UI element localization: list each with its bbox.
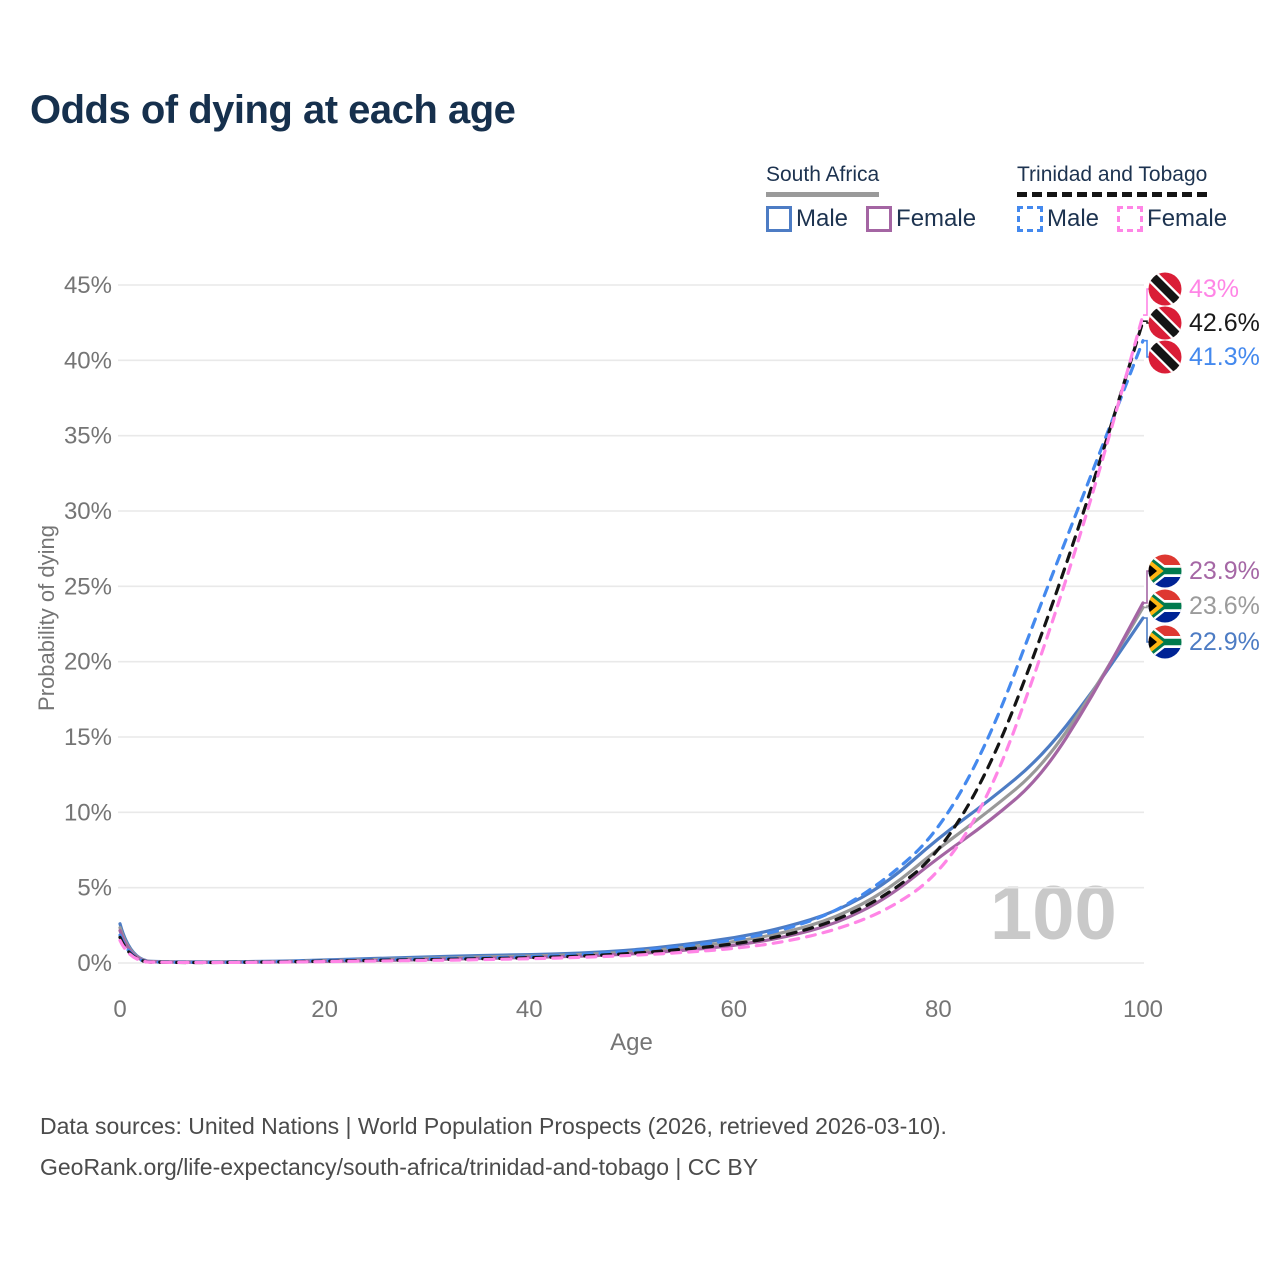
x-tick-label-0: 0 (113, 996, 126, 1023)
y-tick-label-0: 0% (77, 950, 112, 977)
end-label-text: 41.3% (1189, 342, 1260, 371)
legend-row-south-africa: Male Female (766, 205, 976, 233)
y-tick-label-5: 5% (77, 875, 112, 902)
end-label-south-africa-239: 23.9% (1148, 554, 1260, 588)
data-sources-text: Data sources: United Nations | World Pop… (40, 1113, 947, 1139)
end-label-text: 42.6% (1189, 308, 1260, 337)
hover-age-watermark: 100 (990, 871, 1117, 956)
y-tick-label-40: 40% (64, 347, 112, 374)
x-tick-label-20: 20 (311, 996, 338, 1023)
x-tick-label-60: 60 (720, 996, 747, 1023)
series-line-trinidad-and-tobago-overall[interactable] (118, 319, 1145, 965)
x-axis-title: Age (610, 1029, 653, 1056)
south-africa-flag-icon (1148, 554, 1182, 588)
y-tick-label-30: 30% (64, 498, 112, 525)
x-tick-label-80: 80 (925, 996, 952, 1023)
series-line-trinidad-and-tobago-female[interactable] (118, 313, 1145, 965)
legend-title-south-africa: South Africa (766, 163, 880, 197)
end-label-text: 43% (1189, 274, 1240, 303)
south-africa-flag-icon (1148, 625, 1182, 659)
legend-swatch-sa-female[interactable] (866, 206, 893, 232)
trinidad-and-tobago-flag-icon (1148, 340, 1182, 374)
end-label-text: 23.6% (1189, 591, 1260, 620)
y-tick-label-15: 15% (64, 724, 112, 751)
legend-group-south-africa: South Africa Male Female (766, 163, 976, 233)
legend-swatch-sa-male[interactable] (766, 206, 792, 232)
legend-label-tt-male: Male (1047, 205, 1100, 232)
series-line-south-africa-female[interactable] (118, 601, 1145, 964)
end-label-trinidad-and-tobago-413: 41.3% (1148, 340, 1260, 374)
legend-swatch-tt-female[interactable] (1117, 206, 1144, 232)
end-label-text: 22.9% (1189, 627, 1260, 656)
legend-label-sa-female: Female (896, 205, 977, 232)
footer: Data sources: United Nations | World Pop… (40, 1106, 947, 1188)
trinidad-and-tobago-flag-icon (1148, 306, 1182, 340)
legend-label-tt-female: Female (1147, 205, 1228, 232)
x-tick-label-40: 40 (516, 996, 543, 1023)
y-tick-label-25: 25% (64, 573, 112, 600)
page-title: Odds of dying at each age (30, 88, 516, 132)
end-label-trinidad-and-tobago-426: 42.6% (1148, 306, 1260, 340)
end-label-south-africa-236: 23.6% (1148, 589, 1260, 623)
attribution-text: GeoRank.org/life-expectancy/south-africa… (40, 1154, 759, 1180)
end-label-text: 23.9% (1189, 556, 1260, 585)
end-label-south-africa-229: 22.9% (1148, 625, 1260, 659)
legend-row-trinidad-and-tobago: Male Female (1017, 205, 1227, 233)
legend-title-trinidad-and-tobago: Trinidad and Tobago (1017, 163, 1208, 197)
y-tick-label-35: 35% (64, 423, 112, 450)
y-tick-label-45: 45% (64, 272, 112, 299)
y-tick-label-20: 20% (64, 649, 112, 676)
y-tick-label-10: 10% (64, 799, 112, 826)
x-tick-label-100: 100 (1123, 996, 1163, 1023)
series-line-trinidad-and-tobago-male[interactable] (118, 339, 1145, 965)
legend-label-sa-male: Male (796, 205, 849, 232)
trinidad-and-tobago-flag-icon (1148, 272, 1182, 306)
legend-swatch-tt-male[interactable] (1017, 206, 1043, 232)
end-label-trinidad-and-tobago-43: 43% (1148, 272, 1239, 306)
south-africa-flag-icon (1148, 589, 1182, 623)
y-axis-title: Probability of dying (34, 525, 59, 711)
series-line-south-africa-overall[interactable] (118, 605, 1145, 964)
legend-group-trinidad-and-tobago: Trinidad and Tobago Male Female (1017, 163, 1227, 233)
